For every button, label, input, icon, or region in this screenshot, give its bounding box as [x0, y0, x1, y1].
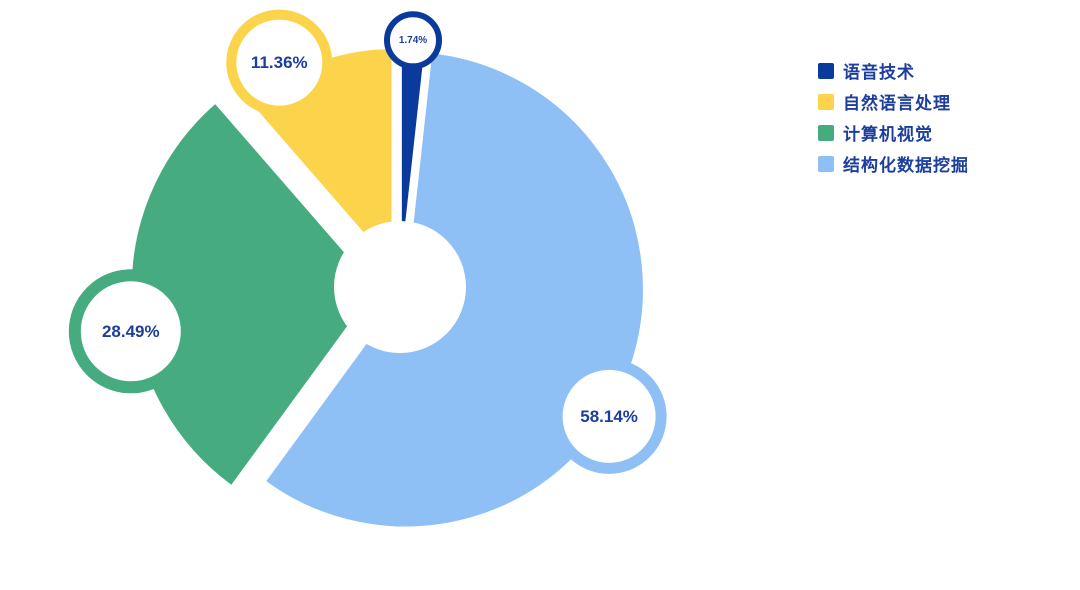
slice-label-bubble-0 [384, 11, 442, 70]
legend-swatch-0 [818, 62, 834, 79]
slice-label-3: 58.14% [580, 407, 638, 426]
legend-swatch-1 [818, 93, 834, 110]
legend-label-3: 结构化数据挖掘 [843, 156, 969, 175]
legend-item-3[interactable]: 结构化数据挖掘 [818, 151, 969, 176]
legend: 语音技术自然语言处理 计算机视觉结构化数据挖掘 [818, 58, 969, 176]
slice-label-bubble-3 [551, 358, 667, 474]
slice-label-1: 11.36% [251, 53, 308, 72]
legend-label-2: 计算机视觉 [843, 125, 933, 144]
slice-label-bubble-2 [68, 269, 193, 394]
legend-item-0[interactable]: 语音技术 [818, 58, 969, 83]
slice-label-0: 1.74% [399, 35, 427, 46]
legend-label-1: 自然语言处理 [843, 94, 951, 113]
slice-label-bubble-1 [226, 9, 333, 116]
slice-label-2: 28.49% [102, 322, 160, 341]
legend-swatch-2 [818, 124, 834, 141]
legend-label-0: 语音技术 [843, 63, 915, 82]
legend-item-1[interactable]: 自然语言处理 [818, 89, 969, 114]
donut-hole [334, 221, 466, 353]
legend-swatch-3 [818, 155, 834, 172]
legend-item-2[interactable]: 计算机视觉 [818, 120, 969, 145]
